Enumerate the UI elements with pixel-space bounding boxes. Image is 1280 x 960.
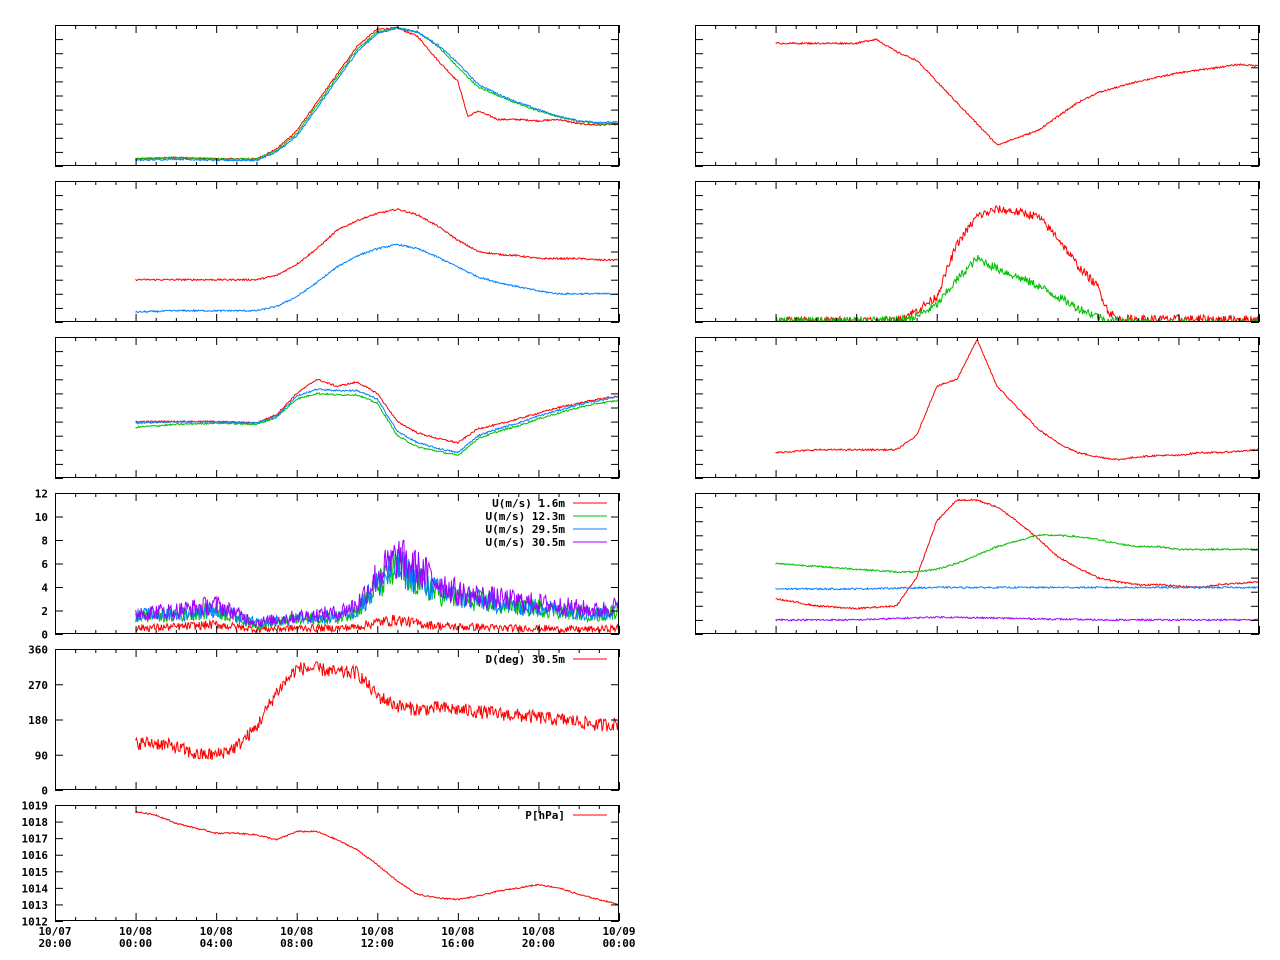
panel-L3 [55, 337, 620, 479]
x-tick-label: 10/08 [200, 925, 233, 938]
panel-L2 [55, 181, 620, 323]
y-tick-label: 6 [41, 558, 48, 571]
plot-frame [695, 337, 1259, 478]
y-tick-label: 4 [41, 582, 48, 595]
x-tick-label: 00:00 [602, 937, 635, 950]
y-tick-label: 8 [41, 535, 48, 548]
plot-frame [55, 181, 619, 322]
y-tick-label: 1018 [22, 816, 49, 829]
series-L6-0 [135, 811, 619, 906]
y-tick-label: 1016 [22, 849, 49, 862]
series-L3-2 [135, 388, 619, 454]
series-L2-1 [135, 243, 619, 314]
panel-R2 [695, 181, 1260, 323]
series-L4-2 [135, 549, 619, 628]
x-tick-label: 10/09 [602, 925, 635, 938]
time-axis-labels: 10/0720:0010/0800:0010/0804:0010/0808:00… [38, 925, 635, 950]
series-L4-1 [135, 553, 619, 630]
plot-frame [695, 181, 1259, 322]
series-R4-1 [775, 533, 1259, 574]
x-tick-label: 08:00 [280, 937, 313, 950]
y-tick-label: 1013 [22, 899, 49, 912]
panel-L5: 0 90 180 270 360 D(deg) 30.5m [28, 644, 620, 798]
series-L1-2 [135, 26, 619, 163]
y-tick-label: 360 [28, 644, 48, 657]
x-tick-label: 16:00 [441, 937, 474, 950]
series-R4-2 [775, 585, 1259, 591]
y-tick-label: 0 [41, 785, 48, 798]
y-tick-label: 2 [41, 605, 48, 618]
series-L5-0 [135, 661, 619, 761]
panel-L1 [55, 25, 620, 167]
x-tick-label: 04:00 [200, 937, 233, 950]
panel-R4 [695, 493, 1260, 635]
x-tick-label: 20:00 [522, 937, 555, 950]
y-tick-label: 1019 [22, 800, 49, 813]
y-tick-label: 1015 [22, 866, 49, 879]
series-R2-1 [775, 254, 1259, 322]
series-R4-0 [775, 498, 1259, 610]
legend-label: U(m/s) 12.3m [486, 510, 566, 523]
panel-R1 [695, 25, 1260, 167]
series-L1-0 [135, 26, 619, 161]
x-tick-label: 00:00 [119, 937, 152, 950]
y-tick-label: 1017 [22, 833, 49, 846]
series-L2-0 [135, 207, 619, 282]
legend-label: U(m/s) 30.5m [486, 536, 566, 549]
legend-label: U(m/s) 1.6m [492, 497, 565, 510]
y-tick-label: 270 [28, 679, 48, 692]
plot-frame [695, 25, 1259, 166]
y-tick-label: 0 [41, 629, 48, 642]
series-L4-0 [135, 614, 619, 634]
x-tick-label: 20:00 [38, 937, 71, 950]
x-tick-label: 12:00 [361, 937, 394, 950]
y-tick-label: 1014 [22, 882, 49, 895]
series-R1-0 [775, 38, 1259, 146]
series-L3-1 [135, 392, 619, 456]
series-L4-3 [135, 539, 619, 629]
y-tick-label: 1012 [22, 916, 49, 929]
x-tick-label: 10/07 [38, 925, 71, 938]
plot-frame [55, 25, 619, 166]
x-tick-label: 10/08 [361, 925, 394, 938]
legend-label: U(m/s) 29.5m [486, 523, 566, 536]
panel-L6: 1012 1013 1014 1015 1016 1017 1018 1019 P[hPa] [22, 800, 620, 929]
y-tick-label: 10 [35, 511, 48, 524]
plot-frame [55, 337, 619, 478]
y-tick-label: 12 [35, 488, 48, 501]
y-tick-label: 90 [35, 749, 48, 762]
x-tick-label: 10/08 [280, 925, 313, 938]
x-tick-label: 10/08 [522, 925, 555, 938]
series-L1-1 [135, 26, 619, 161]
series-L3-0 [135, 378, 619, 445]
panel-L4: 0 2 4 6 8 10 12 U(m/s) 1.6mU(m/s) 12.3mU(m/s) 2… [35, 488, 620, 642]
x-tick-label: 10/08 [441, 925, 474, 938]
legend-label: D(deg) 30.5m [486, 653, 566, 666]
legend-label: P[hPa] [525, 809, 565, 822]
x-tick-label: 10/08 [119, 925, 152, 938]
series-R2-0 [775, 205, 1259, 322]
series-R4-3 [775, 615, 1259, 622]
panel-R3 [695, 337, 1260, 479]
y-tick-label: 180 [28, 714, 48, 727]
series-R3-0 [775, 339, 1259, 461]
plot-frame [55, 805, 619, 921]
